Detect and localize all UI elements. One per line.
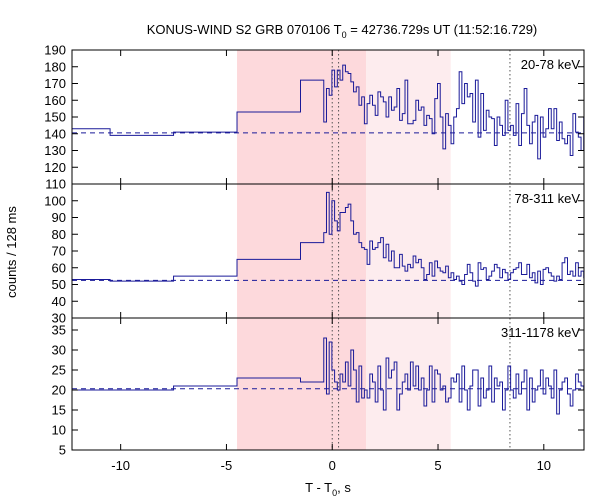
y-tick-label: 10	[52, 423, 66, 438]
y-tick-label: 30	[52, 343, 66, 358]
y-tick-label: 130	[44, 143, 66, 158]
y-tick-label: 35	[52, 323, 66, 338]
y-tick-label: 60	[52, 260, 66, 275]
energy-band-label: 20-78 keV	[521, 57, 581, 72]
x-tick-label: -5	[221, 458, 233, 473]
x-tick-label: 10	[537, 458, 551, 473]
y-tick-label: 20	[52, 383, 66, 398]
lightcurve-series-2	[72, 191, 585, 287]
panel-3: 5 10 15 20 25 30 35 311-1178 keV	[52, 317, 585, 458]
shaded-region-1	[237, 50, 367, 450]
panel-frame	[71, 317, 585, 451]
y-tick-label: 100	[44, 193, 66, 208]
energy-band-label: 78-311 keV	[514, 191, 580, 206]
y-axis-label: counts / 128 ms	[4, 206, 19, 298]
y-tick-label: 15	[52, 403, 66, 418]
y-tick-label: 140	[44, 126, 66, 141]
y-tick-label: 190	[44, 43, 66, 58]
x-tick-label: -10	[111, 458, 130, 473]
y-tick-label: 5	[59, 443, 66, 458]
chart-title: KONUS-WIND S2 GRB 070106 T0 = 42736.729s…	[147, 22, 538, 40]
y-tick-label: 120	[44, 160, 66, 175]
energy-band-label: 311-1178 keV	[501, 325, 580, 340]
x-tick-label: 0	[329, 458, 336, 473]
x-axis-label: T - T0, s	[305, 480, 351, 498]
y-tick-label: 40	[52, 294, 66, 309]
x-tick-label: 5	[434, 458, 441, 473]
y-tick-label: 180	[44, 59, 66, 74]
y-tick-label: 150	[44, 110, 66, 125]
y-tick-label: 70	[52, 244, 66, 259]
lightcurve-series-3	[72, 337, 585, 415]
y-tick-label: 110	[45, 177, 66, 192]
lightcurve-series-1	[72, 64, 585, 160]
y-tick-label: 160	[44, 93, 66, 108]
y-tick-label: 50	[52, 277, 66, 292]
y-tick-label: 170	[44, 76, 66, 91]
y-tick-label: 80	[52, 227, 66, 242]
y-tick-label: 25	[52, 363, 66, 378]
y-tick-label: 30	[52, 311, 66, 326]
y-tick-label: 90	[52, 210, 66, 225]
